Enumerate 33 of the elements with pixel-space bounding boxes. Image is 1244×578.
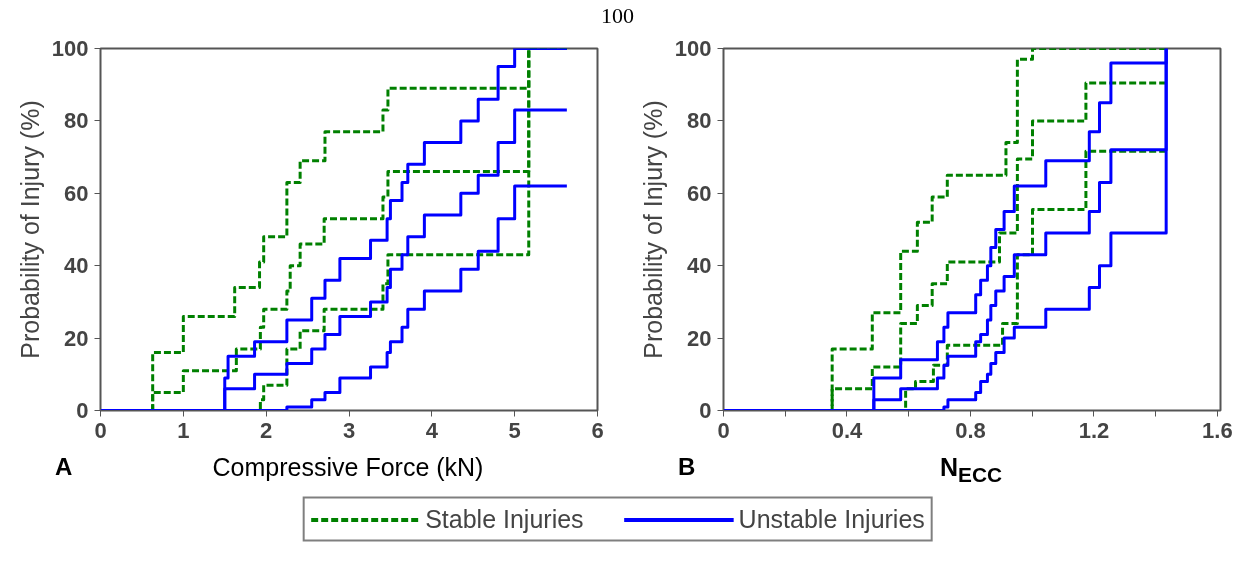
x-axis-title: Compressive Force (kN) xyxy=(212,452,484,483)
y-tick-label: 60 xyxy=(687,180,712,206)
y-tick-label: 40 xyxy=(64,253,89,279)
x-tick-label: 1 xyxy=(177,417,190,443)
y-tick-label: 20 xyxy=(64,325,89,351)
x-tick-label: 0.4 xyxy=(831,417,864,443)
legend-label: Unstable Injuries xyxy=(738,504,925,534)
x-tick-label: 4 xyxy=(425,417,439,443)
x-tick-label: 0 xyxy=(94,417,107,443)
x-tick-label: 1.6 xyxy=(1202,417,1233,443)
x-tick-label: 0 xyxy=(717,417,730,443)
x-tick-label: 2 xyxy=(260,417,273,443)
x-tick-label: 0.8 xyxy=(955,417,986,443)
x-tick-label: 3 xyxy=(342,417,356,443)
y-axis-title: Probability of Injury (%) xyxy=(638,100,667,359)
y-tick-label: 80 xyxy=(687,108,712,134)
text: A xyxy=(55,452,73,482)
y-tick-label: 100 xyxy=(674,36,712,61)
y-tick-label: 20 xyxy=(687,325,712,351)
y-axis-title: Probability of Injury (%) xyxy=(15,100,44,359)
y-tick-label: 100 xyxy=(51,36,89,61)
x-tick-label: 5 xyxy=(508,417,521,443)
y-tick-label: 80 xyxy=(64,108,89,134)
text: B xyxy=(678,452,696,482)
x-tick-label: 1.2 xyxy=(1078,417,1110,443)
x-axis-title: N$_{ECC}$ xyxy=(939,452,1003,488)
x-tick-label: 6 xyxy=(591,417,604,443)
text: 100 xyxy=(600,2,635,30)
y-tick-label: 60 xyxy=(64,180,89,206)
y-tick-label: 0 xyxy=(699,398,712,423)
y-tick-label: 40 xyxy=(687,253,712,279)
legend-label: Stable Injuries xyxy=(425,504,584,534)
y-tick-label: 0 xyxy=(76,398,89,423)
